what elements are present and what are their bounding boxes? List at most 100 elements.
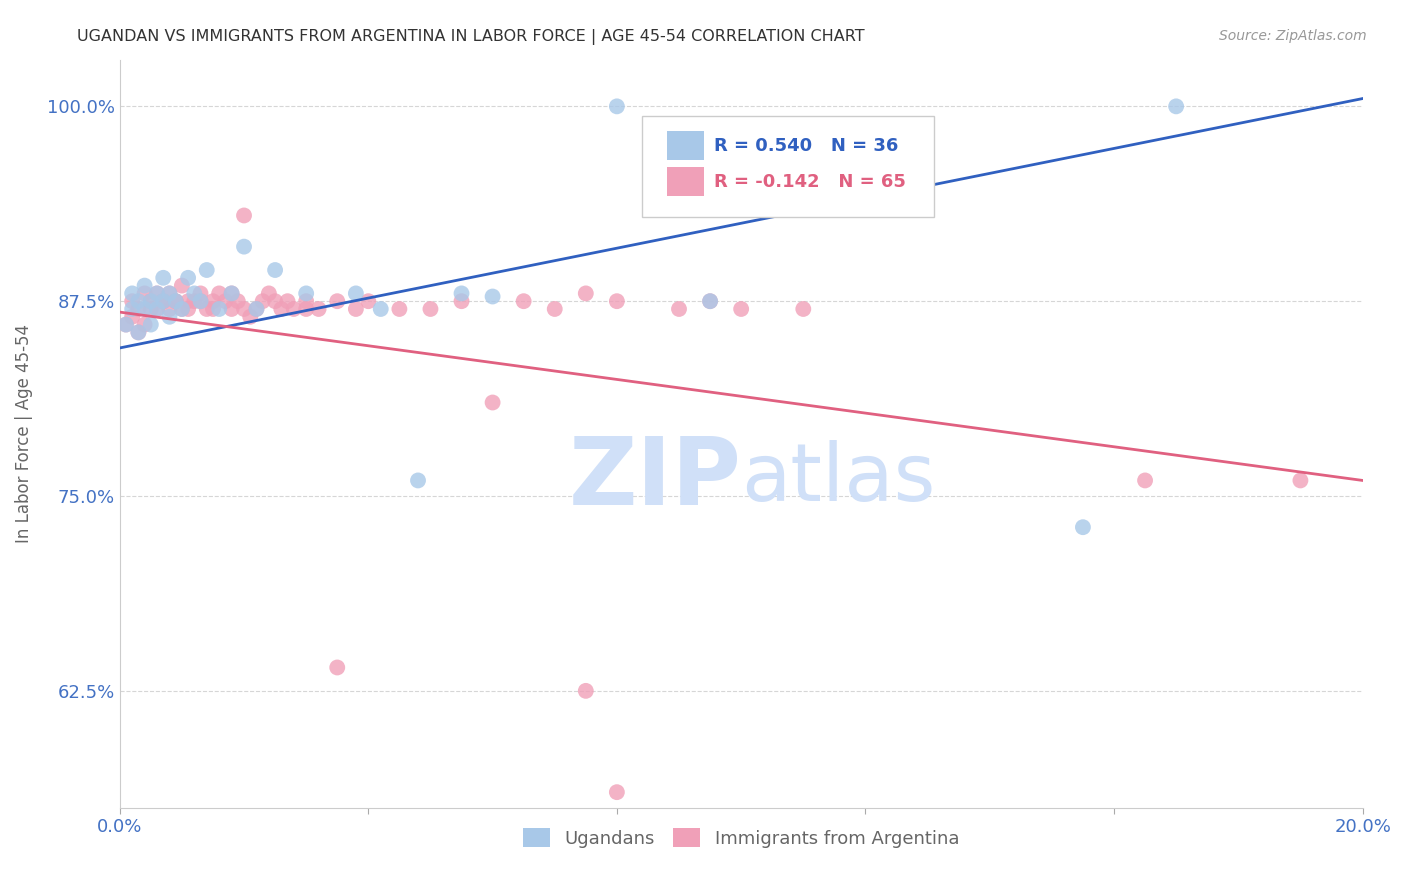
Point — [730, 301, 752, 316]
Point — [139, 294, 162, 309]
Point — [170, 278, 193, 293]
Point — [370, 301, 392, 316]
Point — [165, 294, 187, 309]
Point — [575, 684, 598, 698]
Point — [121, 301, 143, 316]
Point — [544, 301, 567, 316]
Point — [127, 326, 149, 340]
Point — [245, 301, 267, 316]
Text: R = -0.142   N = 65: R = -0.142 N = 65 — [714, 172, 905, 191]
Point — [1071, 520, 1094, 534]
Point — [699, 294, 721, 309]
Point — [208, 286, 231, 301]
Point — [699, 294, 721, 309]
Point — [606, 99, 628, 113]
Point — [344, 301, 367, 316]
Text: R = 0.540   N = 36: R = 0.540 N = 36 — [714, 136, 898, 154]
Point — [152, 294, 174, 309]
Point — [127, 326, 149, 340]
Point — [183, 286, 205, 301]
Point — [134, 278, 156, 293]
Text: Source: ZipAtlas.com: Source: ZipAtlas.com — [1219, 29, 1367, 43]
Point — [134, 301, 156, 316]
Point — [1166, 99, 1188, 113]
Point — [326, 660, 349, 674]
Point — [146, 301, 169, 316]
Point — [283, 301, 305, 316]
Point — [170, 301, 193, 316]
Point — [406, 474, 429, 488]
Point — [177, 294, 200, 309]
Point — [208, 301, 231, 316]
Point — [257, 286, 280, 301]
Point — [270, 301, 292, 316]
Point — [201, 301, 224, 316]
Point — [233, 301, 256, 316]
Point — [134, 286, 156, 301]
Point — [295, 286, 318, 301]
Point — [165, 294, 187, 309]
Point — [277, 294, 299, 309]
Point — [139, 301, 162, 316]
Point — [146, 286, 169, 301]
Text: atlas: atlas — [741, 440, 935, 517]
Point — [195, 263, 218, 277]
Point — [183, 294, 205, 309]
Point — [450, 286, 472, 301]
Point — [264, 294, 287, 309]
Point — [344, 286, 367, 301]
Point — [170, 301, 193, 316]
FancyBboxPatch shape — [641, 116, 934, 217]
Point — [121, 310, 143, 324]
Point — [152, 294, 174, 309]
Point — [450, 294, 472, 309]
Point — [245, 301, 267, 316]
Point — [1133, 474, 1156, 488]
Point — [159, 310, 181, 324]
Point — [1289, 474, 1312, 488]
Point — [606, 294, 628, 309]
Point — [575, 286, 598, 301]
Point — [419, 301, 441, 316]
Point — [226, 294, 249, 309]
Point — [195, 301, 218, 316]
Point — [159, 286, 181, 301]
Point — [481, 395, 503, 409]
Point — [115, 318, 138, 332]
Point — [252, 294, 274, 309]
Point — [512, 294, 534, 309]
Point — [190, 286, 212, 301]
Point — [221, 286, 243, 301]
Point — [792, 301, 814, 316]
Point — [165, 294, 187, 309]
Point — [481, 289, 503, 303]
Text: UGANDAN VS IMMIGRANTS FROM ARGENTINA IN LABOR FORCE | AGE 45-54 CORRELATION CHAR: UGANDAN VS IMMIGRANTS FROM ARGENTINA IN … — [77, 29, 865, 45]
Point — [139, 318, 162, 332]
Point — [221, 286, 243, 301]
Point — [139, 294, 162, 309]
Text: ZIP: ZIP — [568, 433, 741, 524]
Point — [190, 294, 212, 309]
Point — [159, 301, 181, 316]
Point — [127, 301, 149, 316]
Point — [201, 294, 224, 309]
Point — [388, 301, 411, 316]
Point — [146, 286, 169, 301]
Point — [221, 301, 243, 316]
Point — [233, 240, 256, 254]
Bar — [666, 131, 704, 160]
Point — [152, 294, 174, 309]
Point — [233, 209, 256, 223]
Point — [264, 263, 287, 277]
Bar — [666, 168, 704, 195]
Legend: Ugandans, Immigrants from Argentina: Ugandans, Immigrants from Argentina — [516, 821, 966, 855]
Point — [159, 286, 181, 301]
Point — [606, 785, 628, 799]
Point — [115, 318, 138, 332]
Point — [214, 294, 236, 309]
Point — [308, 301, 330, 316]
Point — [152, 270, 174, 285]
Point — [121, 294, 143, 309]
Point — [177, 270, 200, 285]
Y-axis label: In Labor Force | Age 45-54: In Labor Force | Age 45-54 — [15, 324, 32, 543]
